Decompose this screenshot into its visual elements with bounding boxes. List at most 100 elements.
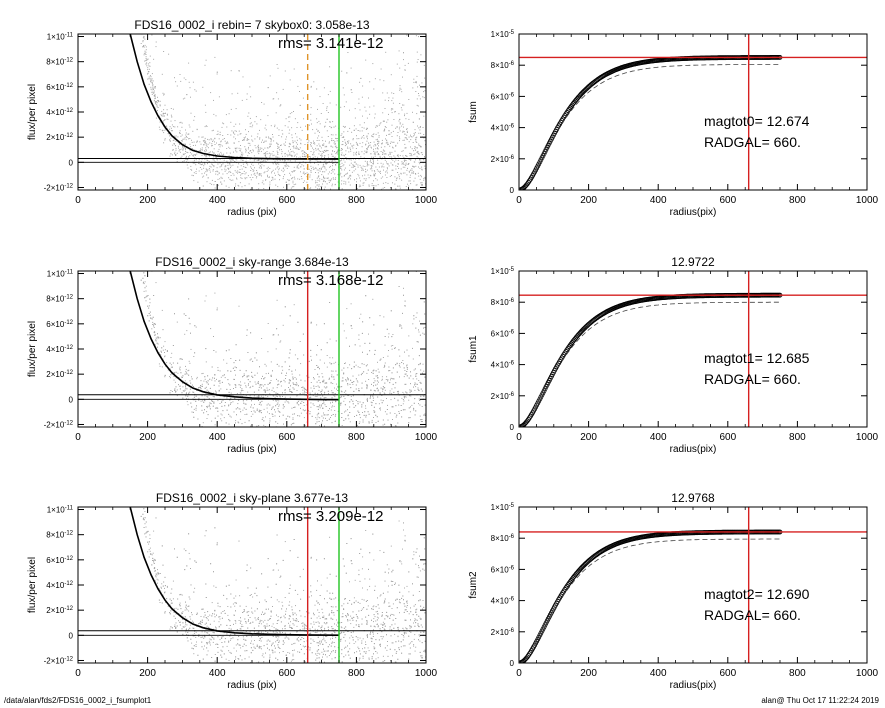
scatter-point [149,75,151,77]
scatter-point [209,142,211,144]
scatter-point [154,86,156,87]
scatter-point [374,155,376,157]
scatter-point [380,172,381,174]
scatter-point [408,118,410,120]
scatter-point [313,81,315,83]
scatter-point [416,104,418,106]
scatter-point [270,361,272,363]
plot-frame [77,33,427,191]
scatter-point [321,178,323,180]
scatter-point [240,174,242,176]
scatter-point [193,162,195,164]
scatter-point [321,174,323,176]
scatter-point [363,135,365,136]
scatter-point [352,403,354,405]
scatter-point [257,147,259,149]
scatter-point [403,363,404,365]
scatter-point [311,168,312,170]
scatter-point [245,151,247,153]
scatter-point [263,183,265,185]
scatter-point [316,418,318,420]
scatter-point [175,136,177,138]
scatter-point [247,391,249,393]
scatter-point [343,137,345,138]
scatter-point [413,154,415,156]
scatter-point [344,139,346,141]
scatter-point [187,133,189,135]
scatter-point [295,183,297,185]
scatter-point [390,141,392,143]
scatter-point [319,168,320,170]
scatter-point [146,62,148,64]
scatter-point [143,281,144,283]
scatter-point [372,158,374,160]
scatter-point [336,151,338,153]
scatter-point [247,429,248,430]
scatter-point [184,97,186,99]
scatter-point [169,126,171,128]
scatter-point [269,152,270,154]
scatter-point [365,143,367,145]
scatter-point [396,135,398,137]
scatter-point [379,407,381,409]
scatter-point [284,396,286,398]
scatter-point [245,160,247,162]
scatter-point [250,150,252,152]
scatter-point [143,45,144,47]
scatter-point [204,64,206,66]
scatter-point [176,161,178,163]
scatter-point [234,170,236,172]
scatter-point [362,182,364,184]
scatter-point [397,422,399,424]
scatter-point [376,151,378,153]
scatter-point [380,177,382,179]
scatter-point [211,130,213,132]
mean-profile-line [129,34,340,160]
scatter-point [359,109,361,111]
scatter-point [151,93,153,95]
scatter-point [414,147,415,149]
scatter-point [281,129,283,131]
scatter-point [332,146,334,148]
scatter-point [404,159,406,161]
scatter-point [240,381,241,383]
scatter-point [332,435,333,436]
scatter-point [391,124,393,126]
scatter-point [255,116,257,118]
scatter-point [185,149,186,151]
scatter-point [317,148,319,150]
scatter-point [247,148,249,150]
scatter-point [351,166,353,168]
scatter-point [395,144,397,146]
scatter-point [414,134,415,136]
scatter-point [220,153,222,155]
scatter-point [399,187,401,189]
scatter-point [257,133,259,135]
scatter-point [339,149,341,151]
scatter-point [292,140,294,142]
scatter-point [241,151,243,153]
scatter-point [345,153,347,155]
scatter-point [143,54,145,56]
scatter-point [256,408,258,410]
scatter-point [190,169,192,170]
scatter-point [398,167,400,169]
scatter-point [313,151,315,153]
scatter-point [374,117,376,119]
scatter-point [391,175,392,176]
scatter-point [310,144,311,146]
scatter-point [262,149,264,151]
scatter-point [269,183,271,185]
scatter-point [275,348,277,350]
scatter-point [406,365,408,367]
scatter-point [392,345,394,346]
scatter-point [405,205,406,206]
scatter-point [185,151,187,152]
scatter-point [384,411,386,413]
scatter-point [340,167,342,169]
scatter-point [299,178,301,180]
scatter-point [280,381,281,383]
plot-area [78,34,426,206]
scatter-point [290,154,292,156]
scatter-point [161,73,163,75]
